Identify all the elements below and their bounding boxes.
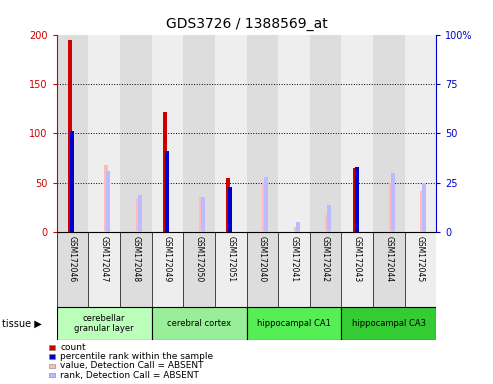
Text: count: count <box>60 343 86 352</box>
Bar <box>57 232 88 307</box>
Bar <box>226 178 230 232</box>
Bar <box>421 191 424 232</box>
Bar <box>136 199 140 232</box>
Bar <box>327 205 331 232</box>
Text: tissue ▶: tissue ▶ <box>2 318 42 329</box>
Bar <box>106 171 110 232</box>
Bar <box>88 232 120 307</box>
Text: value, Detection Call = ABSENT: value, Detection Call = ABSENT <box>60 361 204 371</box>
Bar <box>152 232 183 307</box>
Bar <box>152 307 246 340</box>
Bar <box>294 227 298 232</box>
Bar <box>278 35 310 232</box>
Bar <box>341 35 373 232</box>
Bar <box>246 307 341 340</box>
Bar <box>68 40 72 232</box>
Bar <box>310 35 341 232</box>
Bar <box>278 232 310 307</box>
Bar <box>183 232 215 307</box>
Bar <box>70 131 74 232</box>
Bar <box>388 182 393 232</box>
Text: cerebral cortex: cerebral cortex <box>167 319 231 328</box>
Text: GSM172050: GSM172050 <box>195 236 204 282</box>
Bar <box>88 35 120 232</box>
Bar <box>104 165 108 232</box>
Bar <box>341 307 436 340</box>
Bar <box>183 35 215 232</box>
Bar <box>215 232 246 307</box>
Text: GSM172044: GSM172044 <box>385 236 393 282</box>
Bar <box>163 112 167 232</box>
Bar <box>264 177 268 232</box>
Text: hippocampal CA1: hippocampal CA1 <box>257 319 331 328</box>
Bar <box>228 187 232 232</box>
Bar <box>57 307 152 340</box>
Bar <box>373 232 405 307</box>
Bar <box>325 215 329 232</box>
Text: GSM172043: GSM172043 <box>352 236 362 282</box>
Bar <box>246 35 278 232</box>
Text: GSM172046: GSM172046 <box>68 236 77 282</box>
Bar <box>120 232 152 307</box>
Text: GDS3726 / 1388569_at: GDS3726 / 1388569_at <box>166 17 327 31</box>
Bar <box>310 232 341 307</box>
Bar <box>120 35 152 232</box>
Text: GSM172049: GSM172049 <box>163 236 172 282</box>
Bar <box>152 35 183 232</box>
Bar <box>405 232 436 307</box>
Bar <box>201 197 205 232</box>
Bar <box>373 35 405 232</box>
Bar <box>422 183 426 232</box>
Text: cerebellar
granular layer: cerebellar granular layer <box>74 314 134 333</box>
Bar <box>352 168 357 232</box>
Bar <box>341 232 373 307</box>
Text: GSM172040: GSM172040 <box>258 236 267 282</box>
Bar <box>165 151 169 232</box>
Text: rank, Detection Call = ABSENT: rank, Detection Call = ABSENT <box>60 371 199 380</box>
Bar <box>246 232 278 307</box>
Text: GSM172047: GSM172047 <box>100 236 108 282</box>
Text: GSM172051: GSM172051 <box>226 236 235 282</box>
Bar <box>138 195 141 232</box>
Bar <box>262 183 266 232</box>
Bar <box>215 35 246 232</box>
Bar <box>296 222 300 232</box>
Bar <box>354 167 358 232</box>
Text: GSM172042: GSM172042 <box>321 236 330 282</box>
Text: GSM172041: GSM172041 <box>289 236 298 282</box>
Text: GSM172045: GSM172045 <box>416 236 425 282</box>
Bar <box>57 35 88 232</box>
Text: GSM172048: GSM172048 <box>131 236 141 282</box>
Bar <box>199 197 203 232</box>
Bar <box>405 35 436 232</box>
Text: percentile rank within the sample: percentile rank within the sample <box>60 352 213 361</box>
Bar <box>390 173 395 232</box>
Text: hippocampal CA3: hippocampal CA3 <box>352 319 426 328</box>
